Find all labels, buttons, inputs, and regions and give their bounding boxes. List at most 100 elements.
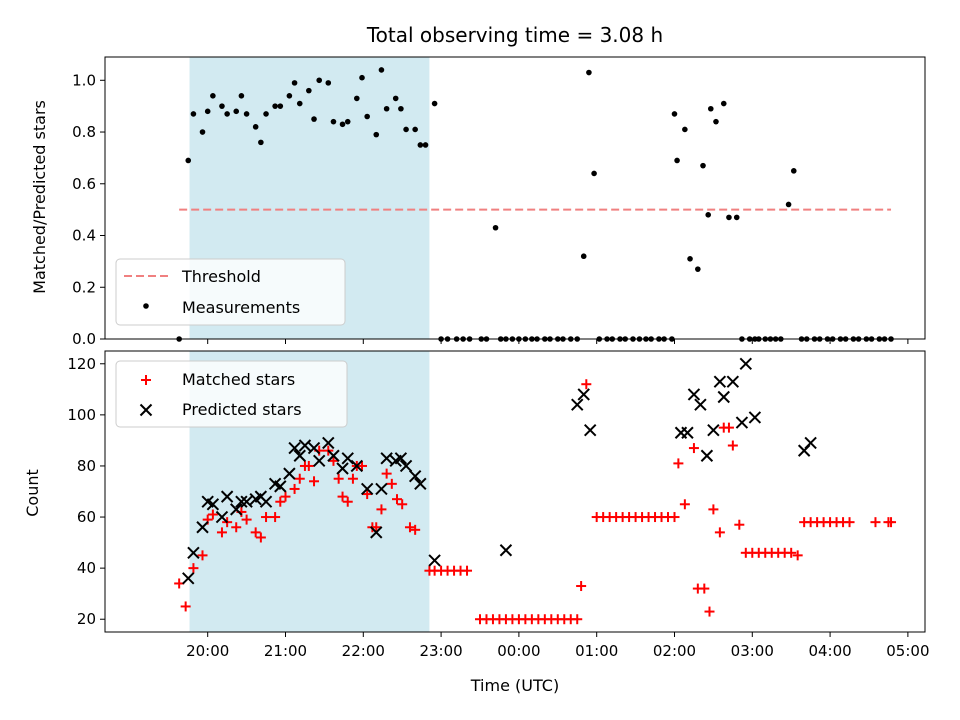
measurement-point (586, 69, 592, 76)
matched-star-marker (376, 504, 387, 515)
matched-star-marker (303, 460, 314, 471)
predicted-star-marker (571, 398, 584, 411)
predicted-star-marker (375, 482, 388, 496)
matched-star-marker (371, 522, 382, 533)
x-line-b (583, 423, 597, 437)
matched-star-marker (870, 517, 881, 528)
predicted-star-marker (577, 388, 590, 401)
x-line-b (206, 498, 220, 511)
y-tick-label: 60 (77, 508, 96, 526)
predicted-star-marker (583, 423, 597, 437)
measurement-point (277, 103, 284, 109)
matched-star-marker (386, 478, 397, 489)
x-line-b (327, 449, 340, 462)
matched-star-marker (362, 489, 373, 500)
predicted-star-marker (735, 416, 749, 429)
measurement-point (306, 87, 312, 94)
matched-star-marker (356, 460, 367, 471)
predicted-star-marker (206, 498, 220, 511)
measurement-point (713, 118, 719, 125)
measurement-point (204, 108, 211, 115)
x-line-b (739, 357, 753, 370)
matched-star-marker (231, 522, 242, 533)
measurement-point (238, 93, 245, 99)
x-line-b (394, 452, 408, 465)
measurement-point (330, 118, 337, 125)
predicted-star-marker (350, 459, 364, 473)
x-line-b (240, 495, 253, 508)
predicted-star-marker (399, 459, 413, 473)
predicted-star-marker (370, 526, 383, 539)
x-line-b (259, 495, 273, 508)
measurement-point (316, 77, 323, 84)
matched-star-marker (255, 532, 266, 543)
matched-star-marker (294, 473, 305, 484)
x-line-b (726, 375, 740, 388)
x-line-b (748, 411, 762, 424)
matched-star-marker (342, 496, 353, 507)
matched-star-marker (180, 601, 191, 612)
predicted-star-marker (707, 423, 720, 437)
matched-star-marker (275, 496, 286, 507)
x-tick-label: 21:00 (264, 642, 307, 660)
predicted-star-marker (288, 441, 301, 455)
x-line-b (283, 467, 296, 480)
matched-star-marker (216, 527, 227, 538)
predicted-star-marker (220, 490, 234, 503)
matched-star-marker (381, 468, 392, 479)
predicted-star-marker (428, 554, 441, 567)
matched-star-marker (250, 527, 261, 538)
predicted-star-marker (681, 426, 694, 439)
matched-star-marker (786, 547, 797, 558)
measurement-point (790, 168, 797, 174)
y-tick-label: 40 (77, 559, 96, 577)
measurement-point (373, 131, 380, 138)
y-tick-label: 120 (67, 355, 96, 373)
predicted-star-marker (298, 439, 312, 452)
x-tick-label: 22:00 (342, 642, 385, 660)
matched-star-marker (886, 517, 897, 528)
x-line-b (370, 526, 383, 539)
matched-star-marker (347, 473, 358, 484)
matched-star-marker (392, 494, 403, 505)
matched-star-marker (727, 440, 738, 451)
predicted-star-marker (322, 436, 335, 450)
predicted-star-marker (182, 572, 195, 585)
x-line-b (322, 436, 335, 450)
measurement-point (733, 214, 740, 221)
x-line-b (694, 398, 707, 411)
predicted-star-marker (713, 375, 727, 388)
measurement-point (392, 95, 399, 102)
x-line-b (201, 495, 214, 508)
legend-matched-label: Matched stars (182, 370, 295, 389)
x-line-b (713, 375, 727, 388)
y-tick-label: 0.4 (72, 227, 96, 245)
matched-star-marker (270, 512, 281, 523)
predicted-star-marker (312, 454, 326, 468)
measurement-point (726, 214, 732, 221)
measurement-point (431, 100, 438, 107)
x-tick-label: 00:00 (497, 642, 540, 660)
measurement-point (398, 105, 404, 112)
top-panel: 0.0 0.2 0.4 0.6 0.8 1.0 Threshold Measurements (72, 56, 926, 348)
legend-box (115, 360, 348, 428)
x-line-b (274, 480, 287, 493)
x-axis-label: Time (UTC) (470, 676, 559, 695)
predicted-star-marker (283, 467, 296, 480)
measurement-point (695, 266, 701, 272)
measurement-point (492, 224, 499, 231)
x-line-b (182, 572, 195, 585)
bottom-y-axis-label: Count (23, 469, 42, 517)
x-line-b (380, 452, 393, 465)
measurement-point (707, 105, 714, 112)
predicted-star-marker (380, 452, 393, 465)
x-line-b (350, 459, 364, 473)
predicted-star-marker (694, 398, 707, 411)
x-line-b (268, 477, 282, 491)
y-tick-label: 0.8 (72, 123, 96, 141)
measurement-point (417, 142, 424, 148)
matched-star-marker (328, 455, 339, 466)
x-tick-label: 04:00 (808, 642, 851, 660)
predicted-star-marker (687, 388, 701, 401)
